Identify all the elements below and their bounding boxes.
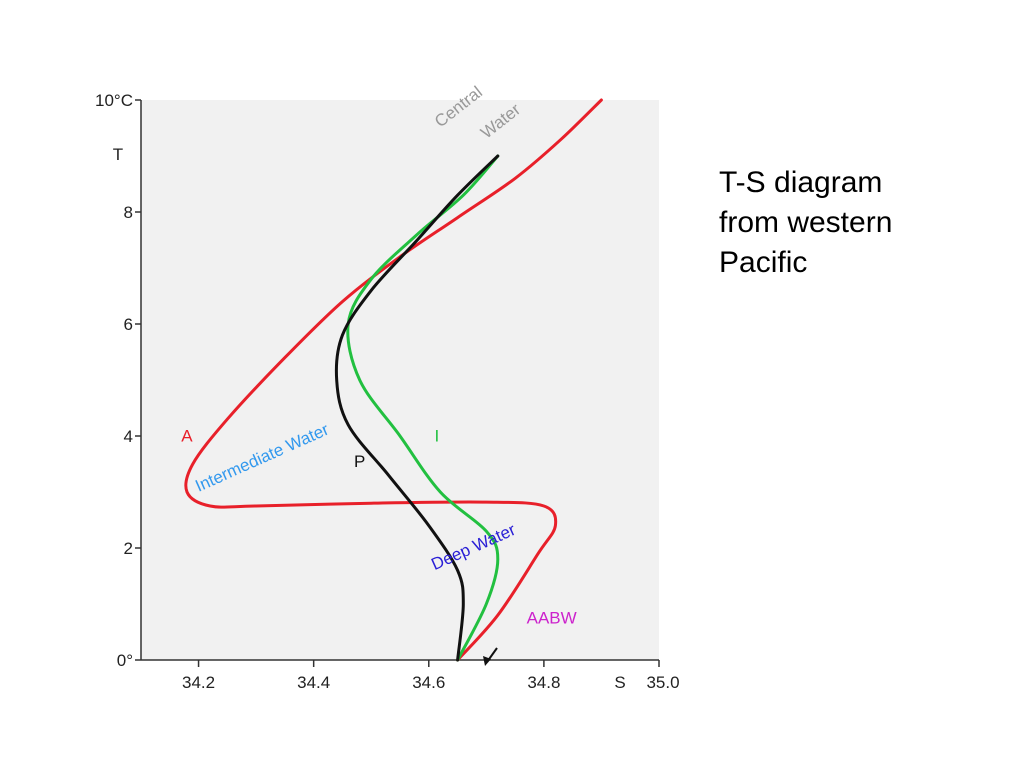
y-tick-label: 6 (124, 315, 133, 334)
annotation-p: P (354, 452, 365, 471)
annotation-aabw: AABW (527, 609, 577, 628)
y-tick-label: 0° (117, 651, 133, 670)
series-line-p (334, 154, 500, 662)
x-tick-label: 34.8 (527, 673, 560, 692)
x-tick-label: 34.6 (412, 673, 445, 692)
y-axis-label: T (113, 145, 123, 164)
y-tick-label: 4 (124, 427, 133, 446)
x-tick-label: 35.0 (646, 673, 679, 692)
series-line-i (346, 154, 500, 662)
axes: 0° 2 4 6 8 10°C 34.2 34.4 34.6 34.8 35.0 T S (95, 91, 680, 692)
curves (184, 98, 603, 662)
x-tick-label: 34.4 (297, 673, 330, 692)
caption-line-3: Pacific (719, 246, 808, 279)
caption: T-S diagram from western Pacific (719, 163, 959, 283)
y-tick-label: 10°C (95, 91, 133, 110)
annotation-i: I (435, 427, 440, 446)
x-tick-label: 34.2 (182, 673, 215, 692)
y-tick-label: 8 (124, 203, 133, 222)
aabw-arrow-head (483, 656, 491, 666)
caption-line-1: T-S diagram (719, 166, 883, 199)
annotation-a: A (181, 427, 193, 446)
y-tick-label: 2 (124, 539, 133, 558)
x-axis-label: S (614, 673, 625, 692)
plot-background (141, 100, 659, 660)
caption-line-2: from western (719, 206, 893, 239)
series-line-a (184, 98, 603, 662)
